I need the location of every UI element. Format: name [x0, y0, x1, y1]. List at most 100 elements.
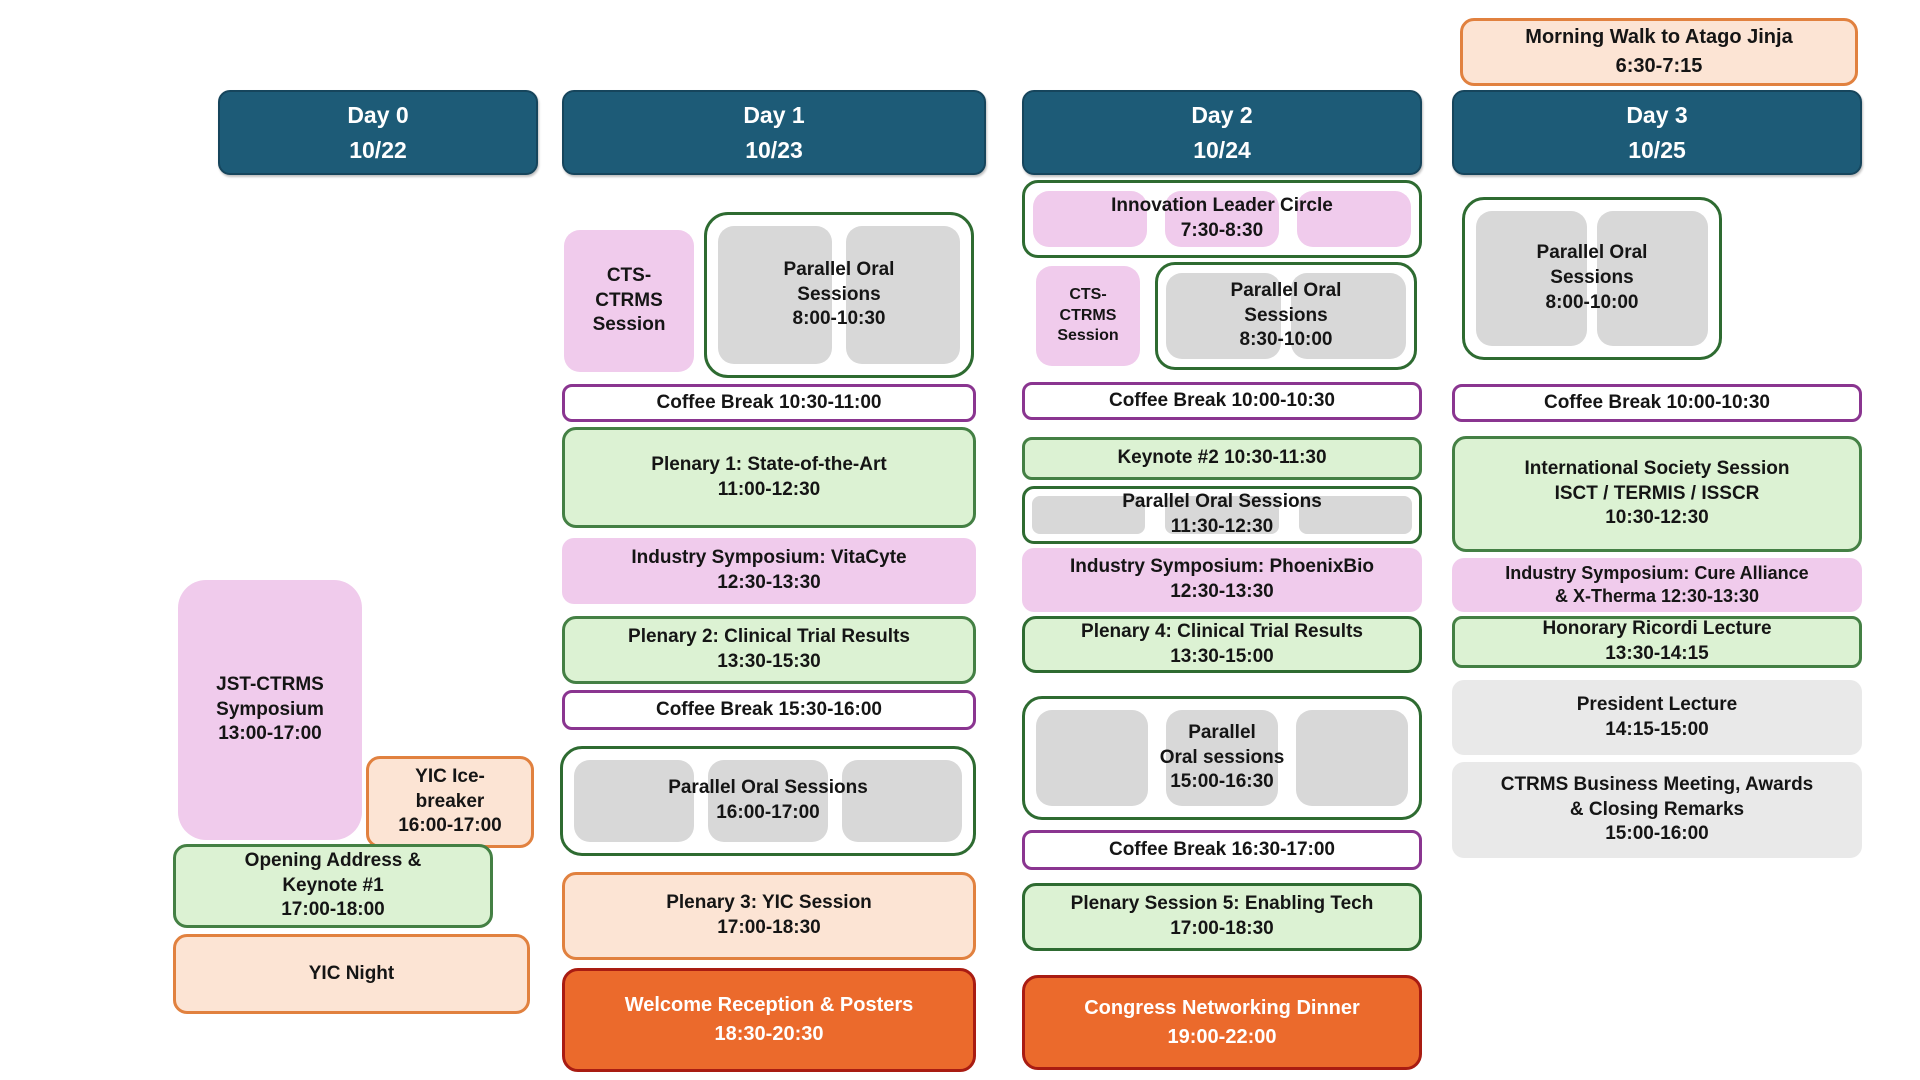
- event-line: Industry Symposium: PhoenixBio: [1069, 556, 1375, 578]
- event-line: CTRMS: [595, 289, 663, 311]
- event-d2-parallel-oral-pm: Parallel Oral sessions 15:00-16:30: [1022, 696, 1422, 820]
- session-slot: [1297, 191, 1411, 247]
- event-line: Plenary 1: State-of-the-Art: [651, 453, 887, 475]
- event-line: Coffee Break 10:00-10:30: [1543, 391, 1770, 413]
- event-d2-coffee-break-am: Coffee Break 10:00-10:30: [1022, 382, 1422, 420]
- event-line: 13:00-17:00: [218, 723, 322, 745]
- day-label: Day 2: [1191, 102, 1253, 128]
- event-ctrms-business-meeting: CTRMS Business Meeting, Awards & Closing…: [1452, 762, 1862, 858]
- event-plenary-5: Plenary Session 5: Enabling Tech 17:00-1…: [1022, 883, 1422, 951]
- session-slot: [708, 760, 828, 842]
- event-president-lecture: President Lecture 14:15-15:00: [1452, 680, 1862, 755]
- session-slot: [1597, 211, 1708, 346]
- event-d3-parallel-oral-am: Parallel Oral Sessions 8:00-10:00: [1462, 197, 1722, 360]
- event-line: 16:00-17:00: [398, 815, 502, 837]
- event-line: 12:30-13:30: [717, 572, 821, 593]
- event-line: & X-Therma 12:30-13:30: [1554, 586, 1760, 606]
- event-line: 8:30-10:00: [1239, 329, 1333, 351]
- event-line: Session: [592, 314, 666, 336]
- event-line: Morning Walk to Atago Jinja: [1525, 26, 1793, 48]
- day-label: Day 0: [347, 102, 409, 128]
- event-label: Parallel Oral Sessions 8:00-10:00: [1465, 200, 1719, 357]
- event-line: 14:15-15:00: [1605, 718, 1709, 740]
- session-slot: [846, 226, 960, 364]
- day-date: 10/24: [1193, 136, 1251, 163]
- event-line: 13:30-15:30: [717, 651, 821, 672]
- event-industry-cure-alliance: Industry Symposium: Cure Alliance & X-Th…: [1452, 558, 1862, 612]
- event-label: Parallel Oral Sessions 8:30-10:00: [1158, 265, 1414, 367]
- event-line: & Closing Remarks: [1569, 798, 1745, 820]
- event-d1-parallel-oral-am: Parallel Oral Sessions 8:00-10:30: [704, 212, 974, 378]
- event-line: Keynote #2 10:30-11:30: [1117, 447, 1327, 469]
- event-line: Welcome Reception & Posters: [624, 994, 914, 1016]
- event-line: 10:30-12:30: [1605, 507, 1709, 529]
- event-line: Plenary 2: Clinical Trial Results: [628, 626, 910, 648]
- event-yic-icebreaker: YIC Ice- breaker 16:00-17:00: [366, 756, 534, 848]
- event-jst-ctrms-symposium: JST-CTRMS Symposium 13:00-17:00: [178, 580, 362, 840]
- event-line: Sessions: [1550, 267, 1634, 289]
- day-date: 10/25: [1628, 136, 1686, 163]
- event-line: Honorary Ricordi Lecture: [1542, 618, 1772, 640]
- event-line: 15:00-16:00: [1605, 823, 1709, 845]
- session-slot: [1291, 273, 1406, 359]
- event-line: Coffee Break 15:30-16:00: [655, 698, 882, 720]
- session-slot: [718, 226, 832, 364]
- event-opening-keynote1: Opening Address & Keynote #1 17:00-18:00: [173, 844, 493, 928]
- event-line: 13:30-15:00: [1170, 645, 1274, 667]
- event-line: Parallel Oral: [1230, 279, 1342, 301]
- event-morning-walk: Morning Walk to Atago Jinja 6:30-7:15: [1460, 18, 1858, 86]
- event-d1-coffee-break-am: Coffee Break 10:30-11:00: [562, 384, 976, 422]
- event-line: Sessions: [797, 283, 881, 305]
- event-d1-coffee-break-pm: Coffee Break 15:30-16:00: [562, 690, 976, 730]
- event-international-society-session: International Society Session ISCT / TER…: [1452, 436, 1862, 552]
- event-line: YIC Night: [308, 962, 395, 984]
- day2-header: Day 2 10/24: [1022, 90, 1422, 175]
- event-label: Innovation Leader Circle 7:30-8:30: [1025, 183, 1419, 255]
- event-line: 8:00-10:00: [1545, 291, 1639, 313]
- day-date: 10/23: [745, 136, 803, 163]
- event-line: 7:30-8:30: [1180, 220, 1264, 241]
- event-line: Opening Address &: [244, 849, 422, 871]
- event-line: 12:30-13:30: [1170, 581, 1274, 602]
- event-line: Innovation Leader Circle: [1111, 195, 1333, 217]
- session-slot: [1165, 496, 1279, 534]
- event-line: CTS-: [606, 264, 652, 286]
- event-line: President Lecture: [1576, 693, 1738, 715]
- session-slot: [1298, 496, 1412, 534]
- event-line: 15:00-16:30: [1170, 771, 1274, 793]
- event-line: CTRMS: [1059, 306, 1117, 324]
- event-line: Coffee Break 10:30-11:00: [656, 391, 882, 413]
- event-plenary-4: Plenary 4: Clinical Trial Results 13:30-…: [1022, 616, 1422, 673]
- event-label: Parallel Oral Sessions 16:00-17:00: [563, 749, 973, 853]
- event-yic-night: YIC Night: [173, 934, 530, 1014]
- event-line: 17:00-18:30: [1170, 918, 1274, 939]
- event-line: Plenary 3: YIC Session: [666, 892, 872, 914]
- event-line: Coffee Break 16:30-17:00: [1108, 838, 1335, 860]
- event-line: 11:30-12:30: [1170, 516, 1274, 537]
- event-plenary-2: Plenary 2: Clinical Trial Results 13:30-…: [562, 616, 976, 684]
- event-line: 18:30-20:30: [714, 1023, 824, 1045]
- event-line: 11:00-12:30: [717, 478, 821, 500]
- event-industry-phoenixbio: Industry Symposium: PhoenixBio 12:30-13:…: [1022, 548, 1422, 612]
- event-line: CTS-: [1069, 285, 1107, 303]
- session-slot: [1296, 710, 1408, 806]
- event-line: Parallel Oral Sessions: [668, 777, 868, 799]
- session-slot: [1165, 191, 1279, 247]
- event-line: Plenary Session 5: Enabling Tech: [1070, 893, 1374, 915]
- event-plenary-3: Plenary 3: YIC Session 17:00-18:30: [562, 872, 976, 960]
- event-line: Industry Symposium: VitaCyte: [631, 547, 907, 569]
- event-line: Plenary 4: Clinical Trial Results: [1081, 620, 1363, 642]
- session-slot: [1166, 273, 1281, 359]
- session-slot: [574, 760, 694, 842]
- session-slot: [1166, 710, 1278, 806]
- session-slot: [842, 760, 962, 842]
- event-line: YIC Ice-: [415, 765, 485, 787]
- day1-header: Day 1 10/23: [562, 90, 986, 175]
- event-line: Symposium: [216, 698, 324, 720]
- day-label: Day 1: [743, 102, 805, 128]
- event-line: Parallel Oral: [783, 258, 895, 280]
- event-line: Keynote #1: [282, 874, 384, 896]
- event-congress-dinner: Congress Networking Dinner 19:00-22:00: [1022, 975, 1422, 1070]
- event-industry-vitacyte: Industry Symposium: VitaCyte 12:30-13:30: [562, 538, 976, 604]
